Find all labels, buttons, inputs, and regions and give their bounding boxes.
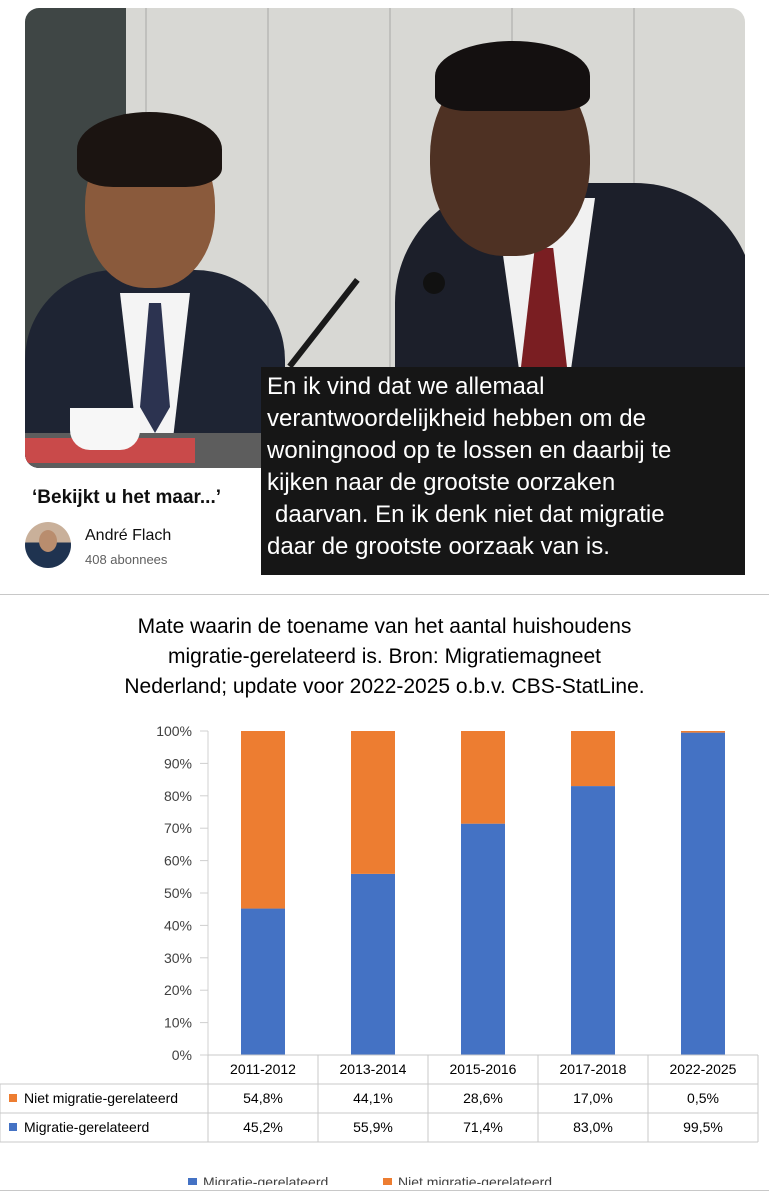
y-tick-label: 40% <box>164 917 192 933</box>
x-tick-label: 2015-2016 <box>450 1061 517 1077</box>
data-label: 83,0% <box>573 1119 613 1135</box>
channel-name[interactable]: André Flach <box>85 527 172 544</box>
table-legend-key <box>9 1123 17 1131</box>
x-tick-label: 2017-2018 <box>560 1061 627 1077</box>
y-tick-label: 20% <box>164 982 192 998</box>
avatar-face <box>39 530 57 552</box>
person-right-hair <box>435 41 590 111</box>
x-tick-label: 2022-2025 <box>670 1061 737 1077</box>
y-tick-label: 70% <box>164 820 192 836</box>
bar-niet migratie-gerelateerd <box>571 731 615 787</box>
subtitle-caption: En ik vind dat we allemaal verantwoordel… <box>261 367 745 575</box>
data-label: 99,5% <box>683 1119 723 1135</box>
bar-niet migratie-gerelateerd <box>461 731 505 824</box>
data-label: 71,4% <box>463 1119 503 1135</box>
bar-niet migratie-gerelateerd <box>241 731 285 909</box>
table-row-label: Niet migratie-gerelateerd <box>24 1090 178 1106</box>
caption-line: daarvan. En ik denk niet dat migratie <box>275 501 665 528</box>
caption-line: En ik vind dat we allemaal <box>267 373 545 400</box>
y-tick-label: 10% <box>164 1015 192 1031</box>
chart-title-line: Mate waarin de toename van het aantal hu… <box>137 615 632 638</box>
caption-line: verantwoordelijkheid hebben om de <box>267 405 646 432</box>
coffee-cup <box>70 408 140 450</box>
y-tick-label: 80% <box>164 788 192 804</box>
caption-line: woningnood op te lossen en daarbij te <box>267 437 672 464</box>
channel-avatar[interactable] <box>25 522 71 568</box>
y-tick-label: 50% <box>164 885 192 901</box>
legend-label: Migratie-gerelateerd <box>203 1174 328 1185</box>
chart-title: Mate waarin de toename van het aantal hu… <box>0 612 769 702</box>
caption-line: daar de grootste oorzaak van is. <box>267 533 610 560</box>
x-tick-label: 2011-2012 <box>230 1061 296 1077</box>
chart-title-line: migratie-gerelateerd is. Bron: Migratiem… <box>167 645 602 668</box>
data-label: 28,6% <box>463 1090 503 1106</box>
bar-migratie-gerelateerd <box>461 823 505 1055</box>
bar-niet migratie-gerelateerd <box>681 731 725 733</box>
bottom-divider <box>0 1190 769 1191</box>
bar-migratie-gerelateerd <box>681 732 725 1055</box>
table-row-label: Migratie-gerelateerd <box>24 1119 149 1135</box>
data-label: 44,1% <box>353 1090 393 1106</box>
data-label: 0,5% <box>687 1090 719 1106</box>
legend-key <box>383 1178 392 1185</box>
video-title[interactable]: ‘Bekijkt u het maar...’ <box>32 487 222 508</box>
microphone-icon <box>423 272 445 294</box>
subscriber-count: 408 abonnees <box>85 552 168 567</box>
y-tick-label: 100% <box>156 723 192 739</box>
data-label: 45,2% <box>243 1119 283 1135</box>
caption-line: kijken naar de grootste oorzaken <box>267 469 616 496</box>
y-tick-label: 60% <box>164 853 192 869</box>
bar-migratie-gerelateerd <box>351 873 395 1055</box>
y-tick-label: 30% <box>164 950 192 966</box>
legend-key <box>188 1178 197 1185</box>
video-card[interactable]: En ik vind dat we allemaal verantwoordel… <box>0 0 769 590</box>
bar-migratie-gerelateerd <box>241 908 285 1055</box>
bar-migratie-gerelateerd <box>571 786 615 1055</box>
chart-title-line: Nederland; update voor 2022-2025 o.b.v. … <box>124 675 645 698</box>
y-tick-label: 0% <box>172 1047 192 1063</box>
stacked-bar-chart: 0% 10% 20% 30% 40% 50% 60% 70% 80% 90% 100% 2011-20… <box>0 723 759 1185</box>
bar-niet migratie-gerelateerd <box>351 731 395 874</box>
data-label: 17,0% <box>573 1090 613 1106</box>
legend-label: Niet migratie-gerelateerd <box>398 1174 552 1185</box>
y-tick-label: 90% <box>164 755 192 771</box>
section-divider <box>0 594 769 595</box>
data-label: 55,9% <box>353 1119 393 1135</box>
person-left-hair <box>77 112 222 187</box>
x-tick-label: 2013-2014 <box>340 1061 407 1077</box>
table-legend-key <box>9 1094 17 1102</box>
data-label: 54,8% <box>243 1090 283 1106</box>
